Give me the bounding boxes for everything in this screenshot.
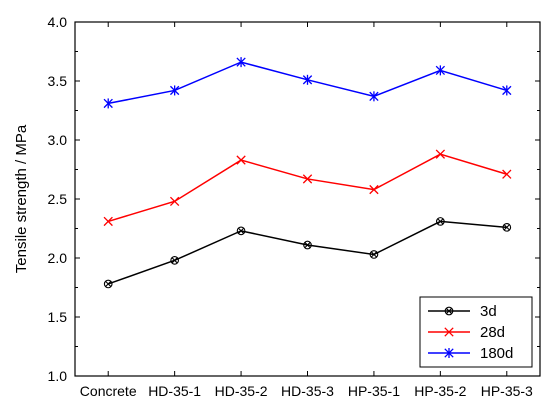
series-layer bbox=[103, 57, 512, 289]
data-point-180d bbox=[103, 98, 113, 109]
data-point-180d bbox=[169, 85, 180, 96]
x-tick-label: HD-35-1 bbox=[148, 383, 201, 399]
legend-marker bbox=[444, 327, 454, 337]
data-point-180d bbox=[302, 74, 313, 85]
legend-label: 3d bbox=[480, 303, 497, 320]
data-point-28d bbox=[369, 184, 379, 195]
x-tick-label: HD-35-2 bbox=[215, 383, 268, 399]
data-point-3d bbox=[170, 256, 179, 265]
legend: 3d 28d 180d bbox=[419, 296, 533, 368]
x-tick-label: Concrete bbox=[80, 383, 137, 399]
data-point-28d bbox=[302, 174, 313, 184]
data-point-3d bbox=[103, 279, 113, 289]
data-point-3d bbox=[436, 217, 445, 226]
legend-marker bbox=[444, 306, 454, 316]
data-point-3d bbox=[236, 226, 246, 236]
x-tick-label: HD-35-3 bbox=[281, 383, 334, 399]
data-point-28d bbox=[236, 155, 246, 165]
x-tick-label: HP-35-3 bbox=[481, 383, 533, 399]
x-tick-label: HP-35-1 bbox=[348, 383, 400, 399]
y-tick-label: 1.0 bbox=[48, 368, 68, 384]
y-tick-label: 2.5 bbox=[48, 191, 68, 207]
series-180d bbox=[103, 57, 512, 109]
legend-label: 28d bbox=[480, 324, 505, 341]
y-tick-label: 2.0 bbox=[48, 250, 68, 266]
legend-item-180d: 180d bbox=[428, 345, 513, 362]
x-tick-label: HP-35-2 bbox=[414, 383, 466, 399]
y-tick-label: 4.0 bbox=[48, 14, 68, 30]
series-line-3d bbox=[107, 220, 507, 285]
data-point-28d bbox=[169, 196, 180, 207]
legend-label: 180d bbox=[480, 345, 513, 362]
y-tick-label: 1.5 bbox=[48, 309, 68, 325]
data-point-180d bbox=[502, 85, 512, 96]
data-point-3d bbox=[303, 240, 312, 250]
series-28d bbox=[103, 149, 512, 227]
data-point-3d bbox=[369, 250, 379, 259]
y-tick-label: 3.5 bbox=[48, 73, 68, 89]
data-point-180d bbox=[236, 57, 246, 68]
series-3d bbox=[103, 217, 512, 289]
data-point-28d bbox=[103, 216, 113, 227]
data-point-28d bbox=[435, 149, 446, 159]
x-axis: Concrete HD-35-1 HD-35-2 HD-35-3 HP-35-1 HP-3… bbox=[80, 22, 533, 399]
y-axis: 1.0 1.5 2.0 2.5 3.0 3.5 4.0 bbox=[48, 14, 540, 384]
y-tick-label: 3.0 bbox=[48, 132, 68, 148]
data-point-180d bbox=[369, 91, 379, 102]
data-point-180d bbox=[435, 65, 446, 76]
legend-item-28d: 28d bbox=[428, 324, 505, 341]
y-axis-title: Tensile strength / MPa bbox=[13, 124, 30, 273]
legend-item-3d: 3d bbox=[428, 303, 497, 320]
data-point-3d bbox=[502, 222, 512, 232]
series-line-28d bbox=[107, 153, 508, 223]
data-point-28d bbox=[502, 169, 512, 179]
legend-marker bbox=[444, 348, 454, 358]
